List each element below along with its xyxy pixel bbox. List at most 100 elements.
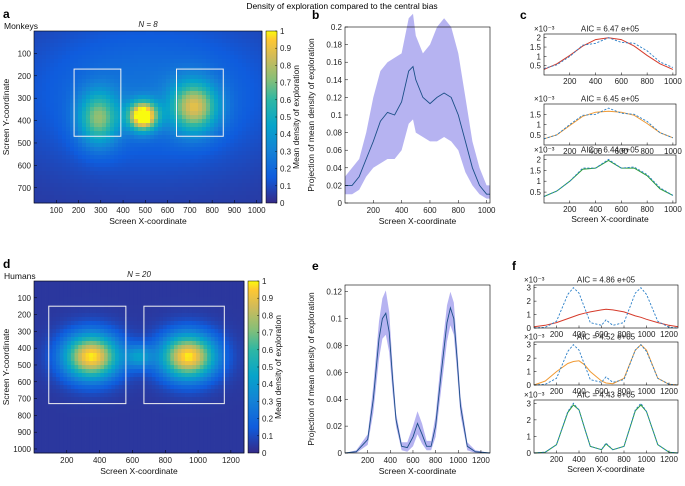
heatmap-cell [126,377,131,382]
heatmap-cell [82,59,87,64]
heatmap-cell [38,43,43,48]
heatmap-cell [225,437,230,442]
x-axis-label: Screen X-coordinate [109,216,187,226]
heatmap-cell [166,333,171,338]
heatmap-cell [34,67,39,72]
heatmap-cell [41,329,46,334]
heatmap-cell [170,313,175,318]
heatmap-cell [155,405,160,410]
heatmap-cell [92,353,98,358]
heatmap-cell [50,91,55,96]
heatmap-cell [122,183,127,188]
heatmap-cell [104,409,109,414]
heatmap-cell [174,397,179,402]
heatmap-cell [111,361,116,366]
heatmap-cell [41,409,46,414]
heatmap-cell [199,441,204,446]
heatmap-cell [70,361,75,366]
heatmap-cell [222,75,227,80]
heatmap-cell [126,107,131,112]
heatmap-cell [230,67,235,72]
heatmap-cell [42,179,47,184]
heatmap-cell [82,51,87,56]
heatmap-cell [38,67,43,72]
heatmap-cell [41,345,46,350]
heatmap-cell [89,381,94,386]
heatmap-cell [254,187,259,192]
heatmap-cell [229,321,234,326]
heatmap-cell [250,143,255,148]
heatmap-cell [126,183,131,188]
heatmap-cell [138,31,143,36]
heatmap-cell [196,397,201,402]
heatmap-cell [34,397,39,402]
heatmap-cell [174,301,179,306]
heatmap-cell [177,373,182,378]
heatmap-cell [170,369,175,374]
heatmap-cell [126,349,131,354]
heatmap-cell [81,333,86,338]
heatmap-cell [134,99,139,104]
y-tick-label: 300 [18,327,32,336]
heatmap-cell [41,425,46,430]
heatmap-cell [134,151,139,156]
heatmap-cell [236,413,241,418]
heatmap-cell [74,421,79,426]
heatmap-cell [70,285,75,290]
heatmap-cell [59,341,64,346]
heatmap-cell [144,381,149,386]
heatmap-cell [210,31,215,36]
heatmap-cell [82,119,87,124]
heatmap-cell [142,167,147,172]
heatmap-cell [63,325,68,330]
heatmap-cell [229,289,234,294]
heatmap-cell [166,445,171,450]
heatmap-cell [174,377,179,382]
heatmap-cell [236,349,241,354]
heatmap-cell [236,385,241,390]
heatmap-cell [66,183,71,188]
heatmap-cell [214,417,219,422]
heatmap-cell [192,441,197,446]
heatmap-cell [104,417,109,422]
heatmap-cell [166,167,171,172]
heatmap-cell [214,143,219,148]
heatmap-cell [151,289,156,294]
heatmap-cell [104,393,109,398]
heatmap-cell [133,417,138,422]
heatmap-cell [190,43,195,48]
heatmap-cell [178,107,183,112]
heatmap-cell [258,139,263,144]
heatmap-cell [46,171,51,176]
heatmap-cell [58,91,63,96]
heatmap-cell [192,369,197,374]
heatmap-cell [242,79,247,84]
heatmap-cell [194,103,199,108]
heatmap-cell [154,99,159,104]
heatmap-cell [196,317,201,322]
heatmap-cell [206,87,211,92]
heatmap-cell [155,421,160,426]
heatmap-cell [229,365,234,370]
heatmap-cell [100,365,105,370]
heatmap-cell [166,433,171,438]
heatmap-cell [232,437,238,442]
heatmap-cell [98,139,103,144]
heatmap-cell [166,349,171,354]
heatmap-cell [250,59,255,64]
heatmap-cell [202,71,207,76]
heatmap-cell [94,43,99,48]
heatmap-cell [214,83,219,88]
heatmap-cell [41,301,46,306]
heatmap-cell [89,349,94,354]
heatmap-cell [118,175,123,180]
heatmap-cell [151,397,156,402]
heatmap-cell [137,389,142,394]
heatmap-cell [126,409,131,414]
heatmap-cell [234,39,239,44]
heatmap-cell [178,139,183,144]
heatmap-cell [54,31,59,36]
heatmap-cell [258,55,263,60]
heatmap-cell [225,329,230,334]
heatmap-cell [232,305,238,310]
